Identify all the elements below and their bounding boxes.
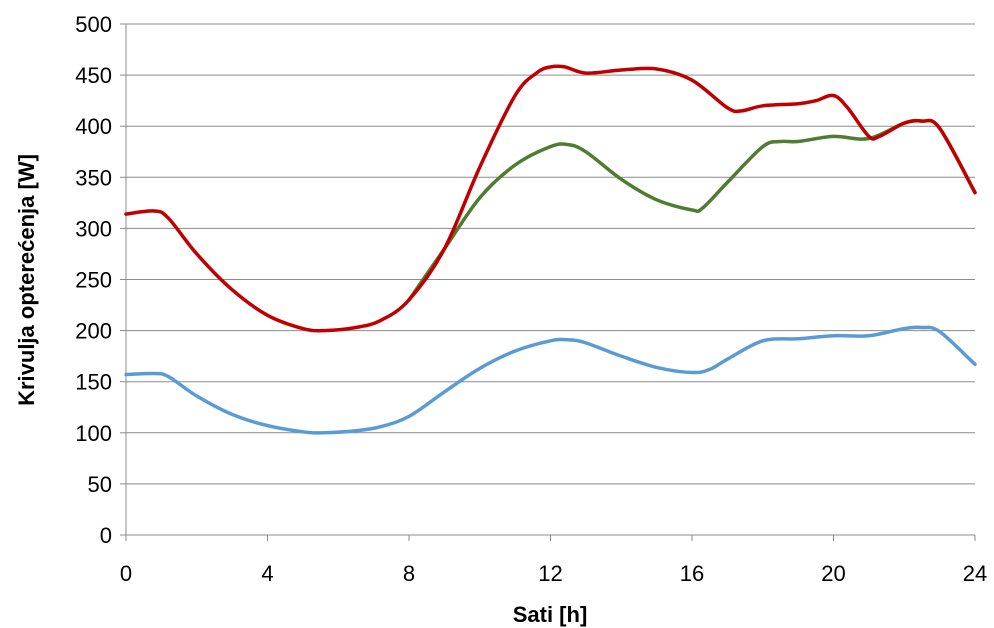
y-tick-label: 300 (75, 216, 112, 241)
y-tick-label: 250 (75, 268, 112, 293)
y-tick-label: 450 (75, 63, 112, 88)
x-tick-label: 4 (261, 561, 273, 586)
x-axis-ticks: 0 4 8 12 16 20 24 (120, 535, 987, 586)
series-line-2 (124, 325, 977, 435)
y-tick-label: 150 (75, 370, 112, 395)
y-tick-label: 400 (75, 114, 112, 139)
x-tick-label: 20 (821, 561, 845, 586)
x-axis-title: Sati [h] (513, 602, 588, 627)
y-axis-title: Krivulja opterećenja [W] (14, 154, 39, 406)
x-tick-label: 16 (680, 561, 704, 586)
series-lines (124, 64, 977, 435)
x-tick-label: 24 (963, 561, 987, 586)
x-tick-label: 0 (120, 561, 132, 586)
y-tick-label: 100 (75, 421, 112, 446)
y-tick-label: 500 (75, 12, 112, 37)
series-line-0 (124, 64, 977, 333)
x-tick-label: 12 (538, 561, 562, 586)
y-tick-label: 350 (75, 165, 112, 190)
y-axis-ticks: 0 50 100 150 200 250 300 350 400 450 500 (75, 12, 126, 548)
gridlines (126, 23, 975, 485)
x-tick-label: 8 (403, 561, 415, 586)
y-tick-label: 0 (100, 523, 112, 548)
y-tick-label: 50 (88, 472, 112, 497)
series-line-1 (407, 118, 977, 302)
y-tick-label: 200 (75, 319, 112, 344)
